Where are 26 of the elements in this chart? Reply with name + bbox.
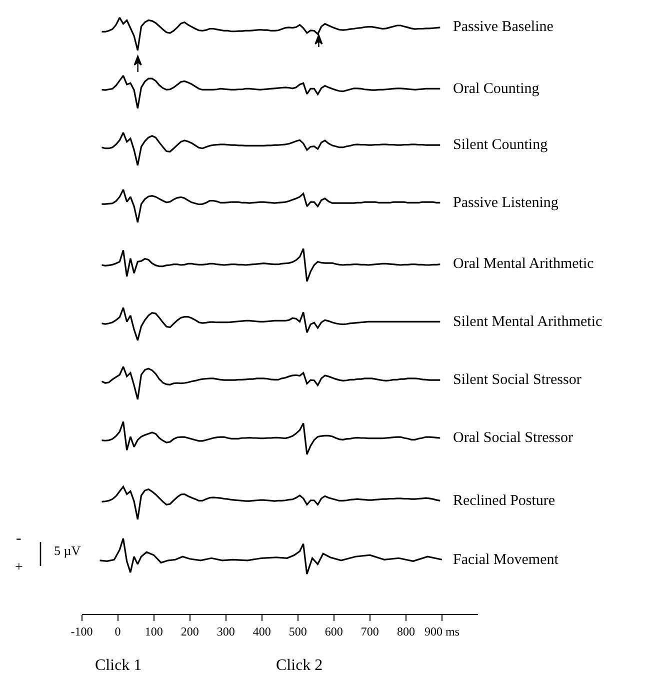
series-label: Reclined Posture: [453, 493, 556, 509]
text: +: [15, 560, 23, 575]
series-label: Oral Social Stressor: [453, 430, 573, 446]
x-tick-label: 400: [252, 624, 271, 638]
x-tick-label: 600: [324, 624, 343, 638]
text: Click 1: [95, 657, 142, 674]
text: 5 µV: [54, 543, 82, 558]
x-tick-label: 200: [180, 624, 199, 638]
series-label: Facial Movement: [453, 552, 560, 568]
series-label: Oral Counting: [453, 81, 540, 97]
series-label: Silent Mental Arithmetic: [453, 314, 602, 330]
x-tick-label: 500: [288, 624, 307, 638]
series-label: Passive Listening: [453, 195, 559, 211]
series-label: Passive Baseline: [453, 19, 554, 35]
x-tick-label: 300: [216, 624, 235, 638]
x-tick-label: 100: [144, 624, 163, 638]
x-tick-label: 700: [360, 624, 379, 638]
x-tick-label: -100: [70, 624, 93, 638]
x-tick-label: 0: [114, 624, 121, 638]
x-tick-label: 900 ms: [424, 624, 460, 638]
x-tick-label: 800: [396, 624, 415, 638]
series-label: Silent Counting: [453, 137, 548, 153]
series-label: Oral Mental Arithmetic: [453, 256, 594, 272]
series-label: Silent Social Stressor: [453, 372, 582, 388]
text: -: [16, 530, 22, 547]
text: Click 2: [276, 657, 323, 674]
